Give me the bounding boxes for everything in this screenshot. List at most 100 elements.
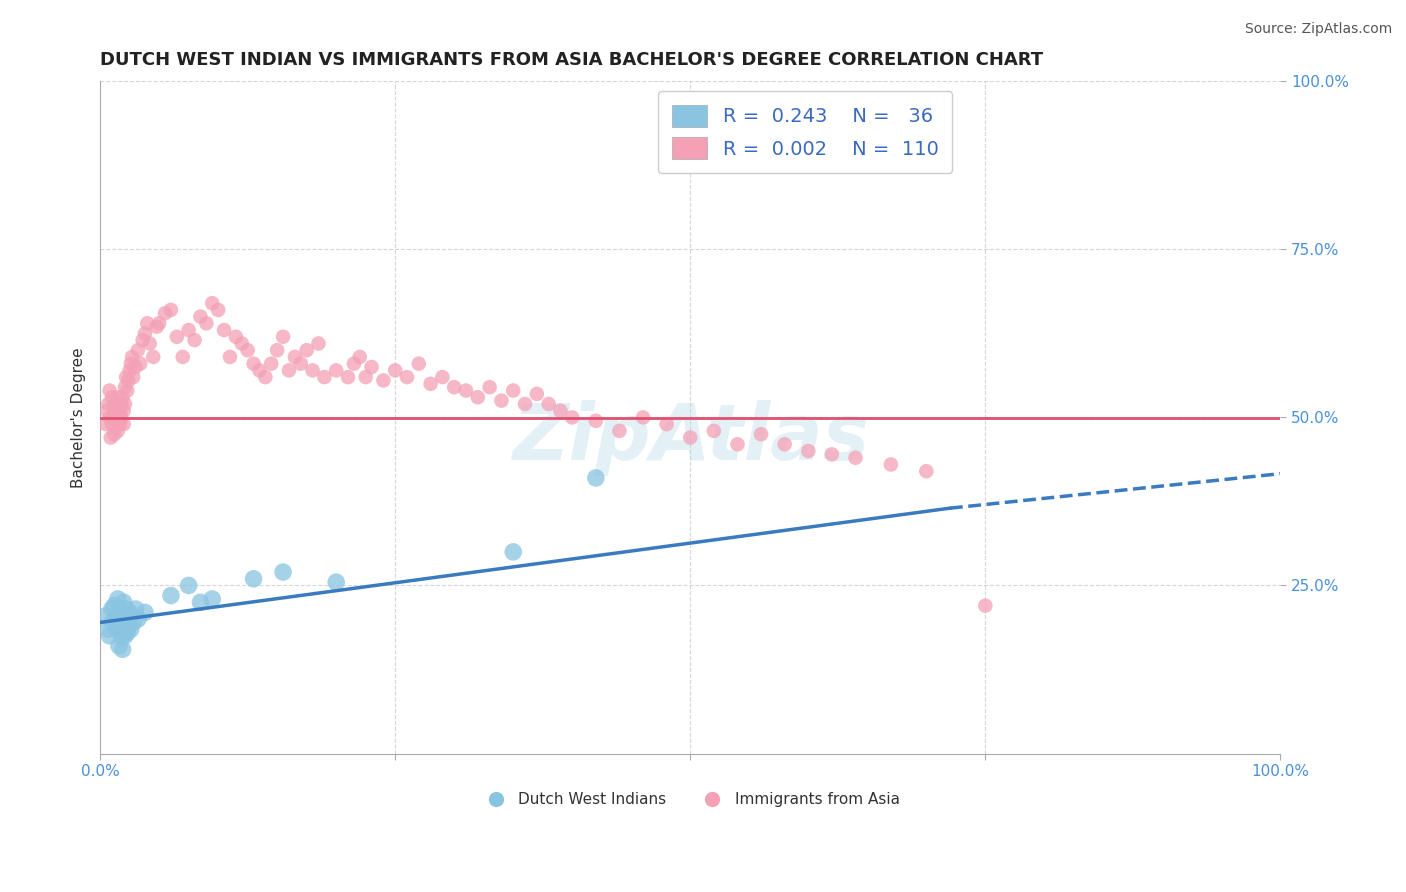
Point <box>104 612 127 626</box>
Point <box>104 414 127 428</box>
Point <box>114 380 136 394</box>
Point <box>94 417 117 432</box>
Point <box>105 407 128 421</box>
Point <box>679 431 702 445</box>
Point <box>478 380 501 394</box>
Point <box>112 619 135 633</box>
Point <box>585 414 607 428</box>
Point <box>108 401 131 415</box>
Point <box>703 424 725 438</box>
Point <box>110 397 132 411</box>
Point <box>108 414 131 428</box>
Point <box>98 629 121 643</box>
Point <box>118 363 141 377</box>
Point <box>112 417 135 432</box>
Point <box>502 545 524 559</box>
Point <box>915 464 938 478</box>
Point <box>384 363 406 377</box>
Point <box>115 612 138 626</box>
Point <box>103 403 125 417</box>
Point <box>177 578 200 592</box>
Point <box>249 363 271 377</box>
Point <box>117 384 139 398</box>
Point <box>301 363 323 377</box>
Point <box>108 403 131 417</box>
Point <box>727 437 749 451</box>
Point <box>166 330 188 344</box>
Point <box>177 323 200 337</box>
Point <box>108 606 131 620</box>
Text: Source: ZipAtlas.com: Source: ZipAtlas.com <box>1244 22 1392 37</box>
Point <box>124 359 146 374</box>
Point <box>201 591 224 606</box>
Point <box>100 431 122 445</box>
Point <box>134 326 156 341</box>
Point <box>107 424 129 438</box>
Point <box>974 599 997 613</box>
Point <box>108 639 131 653</box>
Point <box>325 575 347 590</box>
Point <box>136 316 159 330</box>
Point <box>207 302 229 317</box>
Point <box>201 296 224 310</box>
Point <box>432 370 454 384</box>
Point <box>122 370 145 384</box>
Point <box>94 608 117 623</box>
Legend: Dutch West Indians, Immigrants from Asia: Dutch West Indians, Immigrants from Asia <box>474 786 907 814</box>
Point <box>97 397 120 411</box>
Point <box>120 622 142 636</box>
Point <box>550 403 572 417</box>
Point <box>526 387 548 401</box>
Point <box>107 591 129 606</box>
Point <box>354 370 377 384</box>
Point <box>266 343 288 358</box>
Point <box>110 410 132 425</box>
Point <box>314 370 336 384</box>
Point <box>373 374 395 388</box>
Point <box>290 357 312 371</box>
Point <box>114 397 136 411</box>
Point <box>122 615 145 630</box>
Point <box>172 350 194 364</box>
Text: DUTCH WEST INDIAN VS IMMIGRANTS FROM ASIA BACHELOR'S DEGREE CORRELATION CHART: DUTCH WEST INDIAN VS IMMIGRANTS FROM ASI… <box>100 51 1043 69</box>
Point <box>107 390 129 404</box>
Point <box>360 359 382 374</box>
Point <box>115 370 138 384</box>
Point <box>121 350 143 364</box>
Point <box>561 410 583 425</box>
Point <box>101 410 124 425</box>
Point <box>231 336 253 351</box>
Point <box>343 357 366 371</box>
Point <box>880 458 903 472</box>
Point <box>443 380 465 394</box>
Point <box>491 393 513 408</box>
Point <box>190 310 212 324</box>
Point <box>160 302 183 317</box>
Point <box>212 323 235 337</box>
Point <box>225 330 247 344</box>
Point <box>101 602 124 616</box>
Point <box>609 424 631 438</box>
Point <box>337 370 360 384</box>
Point <box>295 343 318 358</box>
Point <box>114 629 136 643</box>
Point <box>101 390 124 404</box>
Point <box>242 357 264 371</box>
Point <box>107 622 129 636</box>
Point <box>242 572 264 586</box>
Point <box>513 397 536 411</box>
Point <box>97 622 120 636</box>
Point <box>124 602 146 616</box>
Point <box>103 427 125 442</box>
Text: ZipAtlas: ZipAtlas <box>512 400 869 475</box>
Point <box>749 427 772 442</box>
Point <box>160 589 183 603</box>
Point <box>111 642 134 657</box>
Point <box>104 397 127 411</box>
Point <box>142 350 165 364</box>
Point <box>110 615 132 630</box>
Point <box>101 615 124 630</box>
Point <box>844 450 866 465</box>
Point <box>112 403 135 417</box>
Y-axis label: Bachelor's Degree: Bachelor's Degree <box>72 347 86 488</box>
